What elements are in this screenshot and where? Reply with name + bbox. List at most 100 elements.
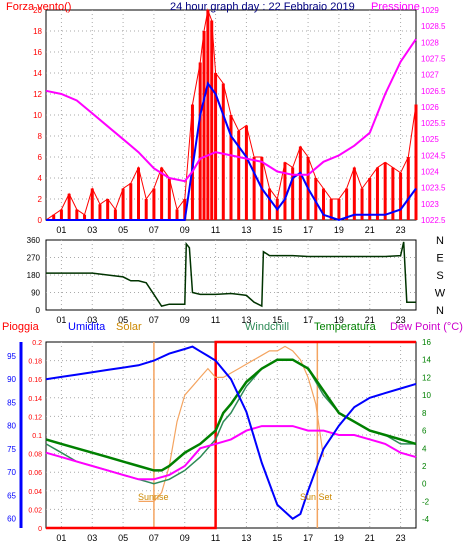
right-tick-label: 1028.5 — [421, 22, 446, 31]
left-tick-label: 20 — [33, 6, 42, 15]
right-tick-label: 1024 — [421, 168, 439, 177]
humidity-tick-label: 65 — [7, 491, 16, 500]
temp-tick-label: -4 — [422, 515, 430, 524]
temperature-line — [45, 358, 417, 472]
x-tick-label: 17 — [303, 225, 313, 235]
direction-tick-label: 270 — [27, 254, 41, 263]
x-tick-label: 11 — [211, 315, 220, 325]
x-tick-label: 17 — [303, 533, 313, 543]
compass-label: E — [436, 253, 443, 265]
temp-tick-label: 8 — [422, 409, 427, 418]
x-tick-label: 21 — [365, 533, 375, 543]
compass-label: W — [435, 288, 446, 300]
right-tick-label: 1029 — [421, 6, 439, 15]
panel1-right-label: Pressione — [371, 1, 420, 13]
right-tick-label: 1025 — [421, 135, 439, 144]
direction-tick-label: 360 — [27, 236, 41, 245]
panel3-grid — [46, 342, 416, 528]
x-tick-label: 15 — [272, 315, 282, 325]
left-tick-label: 6 — [38, 153, 43, 162]
left-tick-label: 0 — [38, 216, 43, 225]
left-tick-label: 14 — [33, 69, 42, 78]
x-tick-label: 19 — [334, 315, 344, 325]
left-tick-label: 18 — [33, 27, 42, 36]
panel3-series — [19, 340, 417, 530]
humidity-tick-label: 95 — [7, 352, 16, 361]
rain-line — [46, 340, 416, 530]
wind-direction-line — [46, 241, 416, 308]
rain-tick-label: 0.16 — [28, 377, 42, 384]
right-tick-label: 1026 — [421, 103, 439, 112]
rain-tick-label: 0 — [38, 526, 42, 533]
x-tick-label: 13 — [241, 225, 251, 235]
x-tick-label: 09 — [180, 225, 190, 235]
panel1-left-label: Forza vento() — [6, 1, 71, 13]
x-tick-label: 09 — [180, 315, 190, 325]
x-tick-label: 17 — [303, 315, 313, 325]
x-tick-label: 19 — [334, 225, 344, 235]
humidity-tick-label: 85 — [7, 398, 16, 407]
x-tick-label: 11 — [211, 225, 220, 235]
humidity-tick-label: 70 — [7, 468, 16, 477]
x-tick-label: 03 — [87, 315, 97, 325]
x-tick-label: 19 — [334, 533, 344, 543]
x-tick-label: 07 — [149, 533, 159, 543]
temp-tick-label: 4 — [422, 444, 427, 453]
humidity-tick-label: 80 — [7, 422, 16, 431]
legend-umidita: Umidita — [68, 321, 106, 333]
rain-tick-label: 0.2 — [32, 340, 42, 347]
rain-tick-label: 0.12 — [28, 414, 42, 421]
left-tick-label: 8 — [38, 132, 43, 141]
right-tick-label: 1022.5 — [421, 216, 446, 225]
right-tick-label: 1027 — [421, 71, 439, 80]
humidity-tick-label: 90 — [7, 375, 16, 384]
humidity-line — [45, 345, 417, 520]
compass-label: N — [436, 235, 444, 247]
x-tick-label: 15 — [272, 225, 282, 235]
left-tick-label: 4 — [38, 174, 43, 183]
x-tick-label: 23 — [396, 533, 406, 543]
x-tick-label: 13 — [241, 533, 251, 543]
right-tick-label: 1024.5 — [421, 151, 446, 160]
temp-tick-label: -2 — [422, 497, 430, 506]
left-tick-label: 16 — [33, 48, 42, 57]
right-tick-label: 1027.5 — [421, 54, 446, 63]
x-tick-label: 21 — [365, 225, 375, 235]
x-tick-label: 23 — [396, 225, 406, 235]
compass-label: N — [436, 305, 444, 317]
x-tick-label: 03 — [87, 533, 97, 543]
right-tick-label: 1023 — [421, 200, 439, 209]
panel2-series — [46, 241, 416, 308]
legend-dewpoint: Dew Point (°C) — [390, 321, 463, 333]
direction-tick-label: 90 — [31, 289, 40, 298]
panel2-grid — [46, 240, 416, 310]
left-tick-label: 12 — [33, 90, 42, 99]
right-tick-label: 1028 — [421, 38, 439, 47]
right-tick-label: 1023.5 — [421, 184, 446, 193]
direction-tick-label: 180 — [27, 271, 41, 280]
x-tick-label: 21 — [365, 315, 375, 325]
x-tick-label: 05 — [118, 533, 128, 543]
x-tick-label: 11 — [211, 533, 220, 543]
panel1-series — [45, 8, 418, 222]
left-tick-label: 10 — [33, 111, 42, 120]
rain-tick-label: 0.1 — [32, 433, 42, 440]
wind-gust-line — [45, 8, 417, 221]
panel1-ticks: 0 2 4 6 8 10 12 14 16 18 20 1022.5 1023 1023.5 1024 102… — [33, 6, 446, 235]
x-tick-label: 01 — [56, 225, 66, 235]
rain-tick-label: 0.18 — [28, 359, 42, 366]
legend-solar: Solar — [116, 321, 142, 333]
rain-tick-label: 0.06 — [28, 470, 42, 477]
temp-tick-label: 6 — [422, 427, 427, 436]
sunset-label: Sun Set — [300, 492, 333, 502]
x-tick-label: 09 — [180, 533, 190, 543]
legend-temperatura: Temperatura — [314, 321, 377, 333]
humidity-tick-label: 75 — [7, 445, 16, 454]
temp-tick-label: 16 — [422, 338, 431, 347]
legend-pioggia: Pioggia — [2, 321, 40, 333]
wind-avg-line — [46, 81, 417, 222]
temp-tick-label: 10 — [422, 391, 431, 400]
